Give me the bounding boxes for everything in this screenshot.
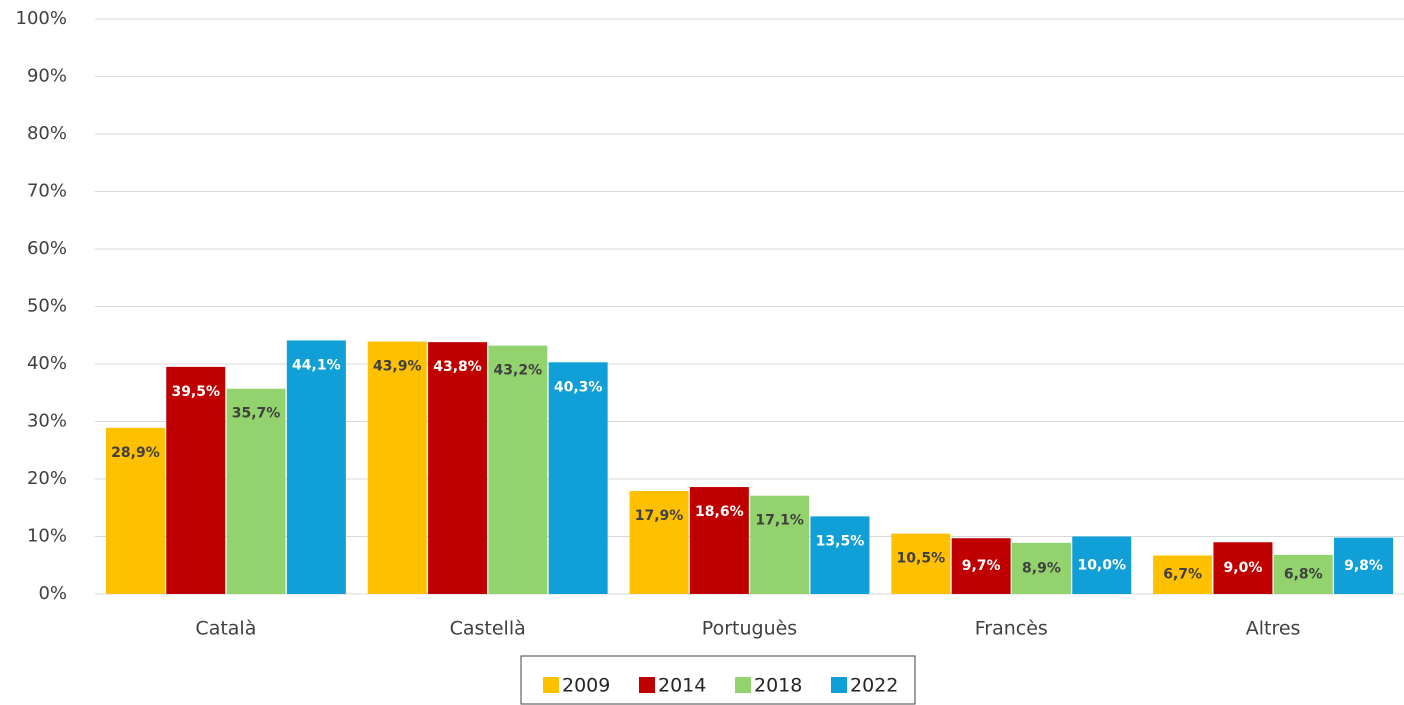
data-label: 13,5%	[816, 533, 865, 549]
y-tick-label: 80%	[27, 123, 67, 144]
bar	[428, 342, 488, 594]
data-label: 39,5%	[171, 384, 220, 400]
data-label: 43,8%	[433, 359, 482, 375]
bar	[951, 538, 1011, 594]
x-tick-label: Francès	[975, 618, 1048, 640]
bar	[166, 366, 226, 594]
bar	[367, 341, 427, 594]
data-label: 18,6%	[695, 504, 744, 520]
x-tick-label: Castellà	[450, 618, 526, 640]
y-tick-label: 0%	[38, 583, 67, 604]
data-label: 6,8%	[1284, 566, 1323, 582]
data-label: 17,1%	[755, 513, 804, 529]
legend-swatch	[543, 677, 559, 693]
data-label: 35,7%	[232, 406, 281, 422]
y-tick-label: 50%	[27, 296, 67, 317]
data-label: 8,9%	[1022, 560, 1061, 576]
bar	[1213, 542, 1273, 594]
data-label: 10,5%	[897, 551, 946, 567]
x-tick-label: Altres	[1246, 618, 1301, 640]
y-tick-label: 10%	[27, 526, 67, 547]
legend-swatch	[735, 677, 751, 693]
y-tick-label: 20%	[27, 468, 67, 489]
x-tick-label: Català	[195, 618, 256, 640]
legend-swatch	[639, 677, 655, 693]
y-tick-label: 100%	[16, 8, 67, 29]
data-label: 17,9%	[635, 508, 684, 524]
data-label: 44,1%	[292, 357, 341, 373]
bar	[488, 345, 548, 594]
bar	[689, 487, 749, 594]
data-label: 43,2%	[494, 363, 543, 379]
data-label: 43,9%	[373, 359, 422, 375]
bar	[750, 495, 810, 594]
legend-label: 2014	[658, 675, 706, 697]
legend-label: 2018	[754, 675, 802, 697]
y-tick-label: 60%	[27, 238, 67, 259]
bar	[226, 388, 286, 594]
legend-label: 2009	[562, 675, 610, 697]
bar	[629, 491, 689, 594]
bar	[1273, 554, 1333, 594]
bar	[286, 340, 346, 594]
y-tick-label: 40%	[27, 353, 67, 374]
data-label: 9,7%	[962, 558, 1001, 574]
x-tick-label: Portuguès	[702, 618, 797, 640]
legend-box	[520, 655, 916, 705]
bar	[105, 427, 165, 594]
data-label: 9,8%	[1344, 558, 1383, 574]
data-label: 9,0%	[1224, 560, 1263, 576]
bar	[1334, 537, 1394, 594]
legend-swatch	[831, 677, 847, 693]
data-label: 28,9%	[111, 445, 160, 461]
bar	[891, 533, 951, 594]
legend-label: 2022	[850, 675, 898, 697]
data-label: 10,0%	[1077, 557, 1126, 573]
bar	[1011, 542, 1071, 594]
y-tick-label: 70%	[27, 181, 67, 202]
bar	[1153, 555, 1213, 594]
data-label: 40,3%	[554, 379, 603, 395]
bar	[810, 516, 870, 594]
bar	[1072, 536, 1132, 594]
y-tick-label: 90%	[27, 66, 67, 87]
bar	[548, 362, 608, 594]
data-label: 6,7%	[1163, 567, 1202, 583]
y-tick-label: 30%	[27, 411, 67, 432]
